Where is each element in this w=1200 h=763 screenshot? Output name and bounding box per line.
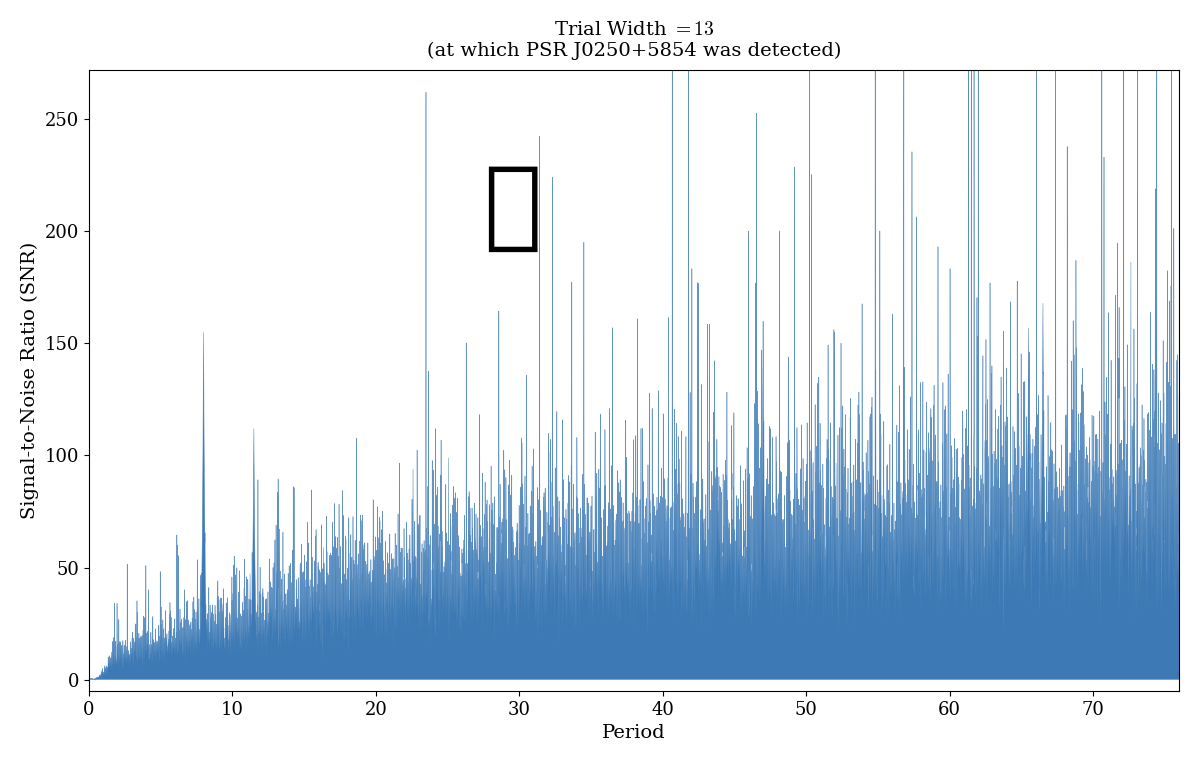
Title: Trial Width $= 13$
(at which PSR J0250+5854 was detected): Trial Width $= 13$ (at which PSR J0250+5… <box>427 21 841 60</box>
X-axis label: Period: Period <box>602 724 666 742</box>
Y-axis label: Signal-to-Noise Ratio (SNR): Signal-to-Noise Ratio (SNR) <box>20 242 40 519</box>
Text: 👈: 👈 <box>484 163 541 256</box>
